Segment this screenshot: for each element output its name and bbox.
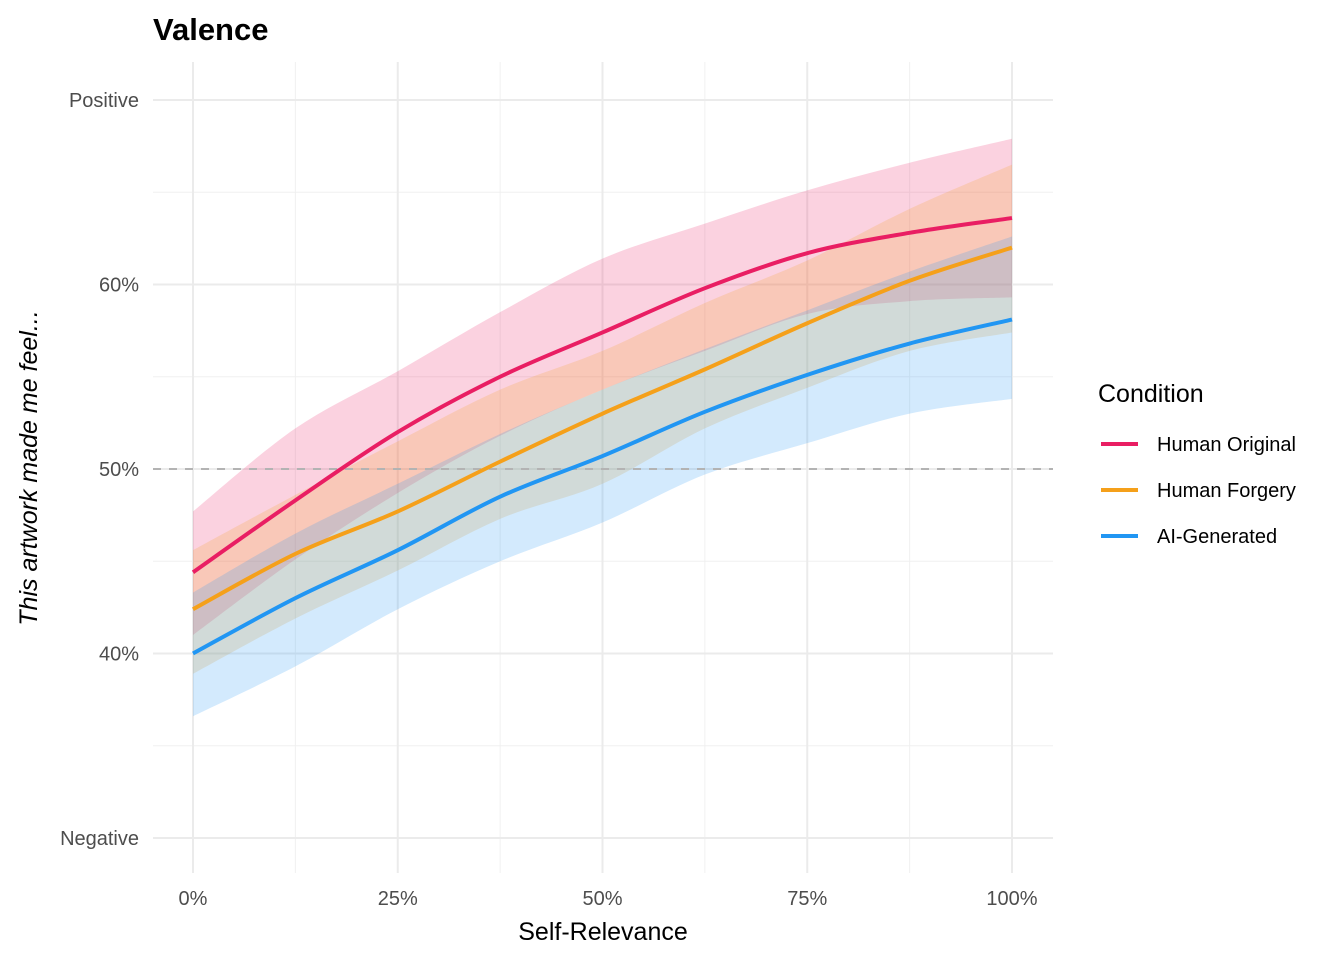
legend: Condition Human Original Human Forgery AI-… xyxy=(1098,380,1296,548)
y-tick-label: Negative xyxy=(60,828,139,850)
x-tick-label: 50% xyxy=(582,888,622,910)
y-axis-ticks: Negative 40% 50% 60% Positive xyxy=(60,90,139,850)
line-human-forgery xyxy=(192,245,1013,611)
legend-item-human-forgery: Human Forgery xyxy=(1101,480,1296,502)
major-gridlines xyxy=(153,62,1053,873)
legend-label: Human Forgery xyxy=(1157,480,1296,502)
y-tick-label: 50% xyxy=(99,459,139,481)
x-axis-ticks: 0% 25% 50% 75% 100% xyxy=(179,888,1038,910)
chart-title: Valence xyxy=(153,12,268,47)
legend-label: Human Original xyxy=(1157,434,1296,456)
y-tick-label: 60% xyxy=(99,275,139,297)
x-tick-label: 0% xyxy=(179,888,208,910)
x-tick-label: 75% xyxy=(787,888,827,910)
confidence-bands xyxy=(193,138,1012,717)
legend-item-ai-generated: AI-Generated xyxy=(1101,526,1277,548)
y-tick-label: Positive xyxy=(69,90,139,112)
y-axis-title: This artwork made me feel... xyxy=(15,310,43,625)
y-tick-label: 40% xyxy=(99,644,139,666)
x-tick-label: 100% xyxy=(986,888,1037,910)
line-ai-generated xyxy=(192,317,1013,656)
band-ai-generated xyxy=(193,236,1012,717)
legend-title: Condition xyxy=(1098,380,1204,408)
band-human-original xyxy=(193,138,1012,636)
legend-item-human-original: Human Original xyxy=(1101,434,1296,456)
band-human-forgery xyxy=(193,164,1012,674)
series-lines xyxy=(191,216,1013,656)
x-axis-title: Self-Relevance xyxy=(518,918,688,946)
legend-label: AI-Generated xyxy=(1157,526,1277,548)
line-human-original xyxy=(191,216,1013,574)
x-tick-label: 25% xyxy=(378,888,418,910)
